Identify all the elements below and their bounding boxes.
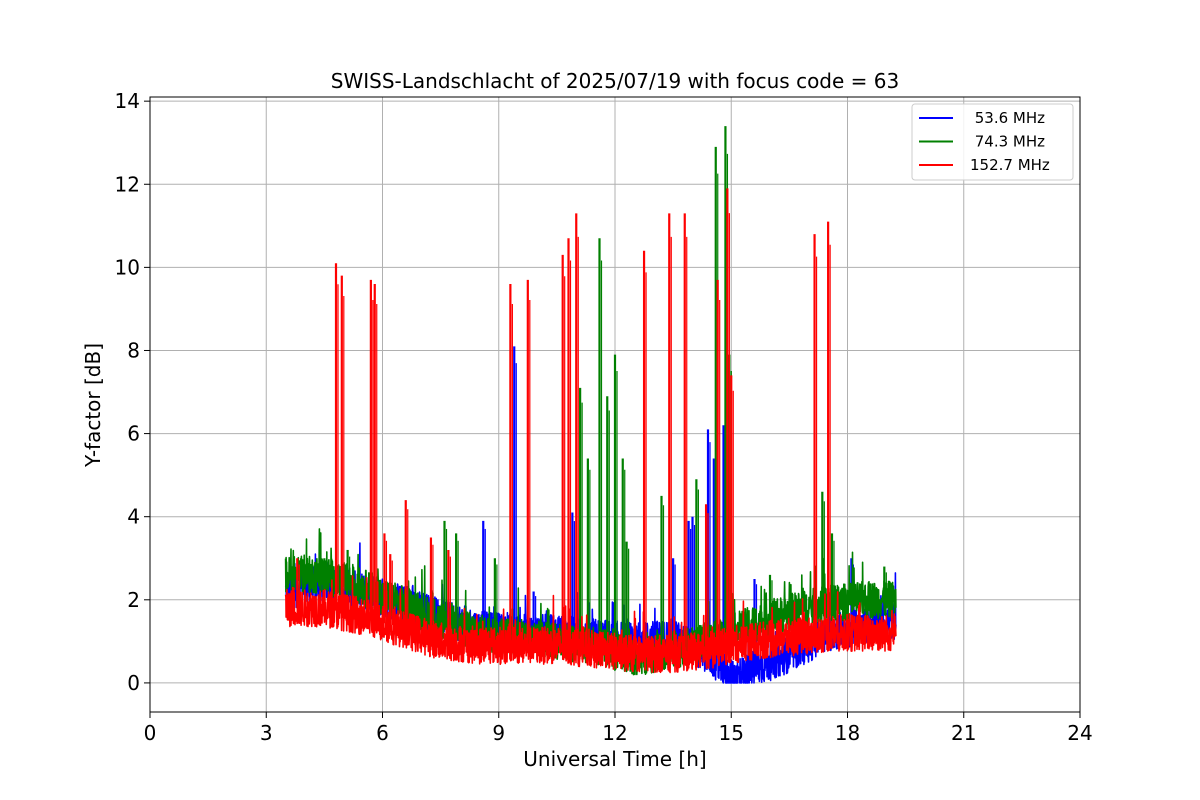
x-tick-label: 9 [492,721,505,745]
x-tick-label: 15 [719,721,744,745]
y-tick-label: 14 [115,89,140,113]
chart-title: SWISS-Landschlacht of 2025/07/19 with fo… [331,69,899,93]
series-layer [284,126,897,684]
y-tick-label: 10 [115,255,140,279]
y-tick-label: 0 [127,671,140,695]
legend-label: 53.6 MHz [970,109,1045,127]
y-tick-label: 4 [127,505,140,529]
y-tick-label: 6 [127,422,140,446]
y-tick-label: 12 [115,172,140,196]
y-tick-label: 8 [127,338,140,362]
plot-frame [149,96,1081,713]
y-tick-label: 2 [127,588,140,612]
series-line [284,575,897,674]
legend-label: 152.7 MHz [970,156,1050,174]
legend-label: 74.3 MHz [970,133,1045,151]
x-tick-label: 6 [376,721,389,745]
x-tick-label: 0 [144,721,157,745]
x-tick-label: 3 [260,721,273,745]
x-tick-label: 21 [951,721,976,745]
y-axis-label: Y-factor [dB] [81,343,105,468]
x-axis-label: Universal Time [h] [523,747,706,771]
x-tick-label: 12 [602,721,627,745]
x-tick-label: 24 [1067,721,1092,745]
series-2 [284,188,897,674]
legend-box [911,103,1074,181]
x-tick-label: 18 [835,721,860,745]
legend: 53.6 MHz 74.3 MHz 152.7 MHz [911,103,1074,181]
